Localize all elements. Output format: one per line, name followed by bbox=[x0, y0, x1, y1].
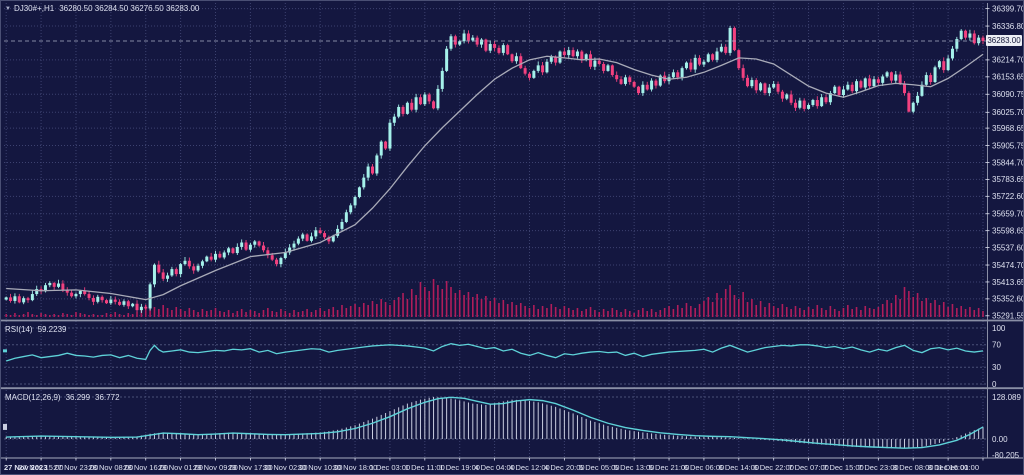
price-axis-label: 35291.55 bbox=[992, 312, 1024, 321]
rsi-axis-label: 0 bbox=[992, 380, 997, 389]
time-axis-label: 29 Nov 17:00 bbox=[228, 463, 273, 472]
macd-name: MACD(12,26,9) bbox=[5, 393, 61, 402]
time-axis-label: 5 Dec 05:00 bbox=[579, 463, 619, 472]
price-axis-label: 35659.70 bbox=[992, 210, 1024, 219]
rsi-value: 59.2239 bbox=[37, 325, 67, 334]
time-axis-label: 4 Dec 04:00 bbox=[474, 463, 514, 472]
candles-layer bbox=[4, 25, 985, 313]
macd-signal-value: 36.772 bbox=[95, 393, 120, 402]
current-price-tag: 36283.00 bbox=[986, 35, 1022, 47]
macd-axis-label: -80.205 bbox=[992, 451, 1020, 460]
time-axis-label: 27 Nov 23:00 bbox=[54, 463, 99, 472]
rsi-axis-label: 100 bbox=[992, 324, 1006, 333]
price-axis-label: 36153.65 bbox=[992, 73, 1024, 82]
ohlc-values: 36280.50 36284.50 36276.50 36283.00 bbox=[59, 4, 200, 13]
time-axis-label: 4 Dec 12:00 bbox=[509, 463, 549, 472]
time-axis-label: 27 Nov 2023 bbox=[4, 463, 47, 472]
macd-axis-label: 0.00 bbox=[992, 435, 1008, 444]
time-axis-label: 27 Nov 15:00 bbox=[19, 463, 64, 472]
price-axis-label: 35352.60 bbox=[992, 295, 1024, 304]
chart-title-bar: ▼ DJ30#+,H1 36280.50 36284.50 36276.50 362… bbox=[5, 4, 199, 14]
rsi-axis-label: 70 bbox=[992, 341, 1001, 350]
time-axis-label: 7 Dec 07:00 bbox=[788, 463, 828, 472]
price-axis-label: 36090.75 bbox=[992, 90, 1024, 99]
price-axis-label: 35474.70 bbox=[992, 261, 1024, 270]
time-axis-label: 29 Nov 09:00 bbox=[193, 463, 238, 472]
price-axis-label: 35783.65 bbox=[992, 175, 1024, 184]
macd-main-value: 36.299 bbox=[65, 393, 91, 402]
time-axis-label: 4 Dec 20:00 bbox=[544, 463, 584, 472]
time-axis-label: 28 Nov 08:00 bbox=[89, 463, 134, 472]
price-axis-layer: 36399.70 36336.80 36214.70 36153.65 36090.75… bbox=[985, 4, 1024, 460]
time-axis-label: 28 Nov 16:00 bbox=[123, 463, 168, 472]
price-axis-label: 35968.65 bbox=[992, 124, 1024, 133]
rsi-indicator-label: RSI(14) 59.2239 bbox=[5, 325, 66, 335]
time-axis-label: 5 Dec 13:00 bbox=[614, 463, 654, 472]
time-axis-label: 6 Dec 14:00 bbox=[719, 463, 759, 472]
moving-average-layer bbox=[6, 53, 984, 301]
time-axis-label: 8 Dec 16:00 bbox=[928, 463, 968, 472]
time-axis-label: 8 Dec 08:00 bbox=[893, 463, 933, 472]
time-axis-label: 30 Nov 18:00 bbox=[333, 463, 378, 472]
grid-layer bbox=[4, 3, 986, 458]
symbol-dropdown-icon[interactable]: ▼ bbox=[5, 6, 11, 12]
macd-layer bbox=[3, 396, 984, 449]
price-axis-label: 36399.70 bbox=[992, 4, 1024, 13]
macd-axis-label: 128.089 bbox=[992, 393, 1021, 402]
time-axis-label: 30 Nov 02:00 bbox=[263, 463, 308, 472]
price-axis-label: 35844.70 bbox=[992, 158, 1024, 167]
time-axis-label: 7 Dec 15:00 bbox=[823, 463, 863, 472]
time-axis-label: 11 Dec 01:00 bbox=[935, 463, 979, 472]
price-axis-label: 35598.65 bbox=[992, 226, 1024, 235]
macd-indicator-label: MACD(12,26,9) 36.299 36.772 bbox=[5, 393, 120, 403]
symbol-timeframe-label: DJ30#+,H1 bbox=[13, 4, 55, 13]
price-axis-label: 36214.70 bbox=[992, 56, 1024, 65]
time-axis-label: 1 Dec 11:00 bbox=[405, 463, 445, 472]
time-axis-label: 29 Nov 01:00 bbox=[158, 463, 203, 472]
rsi-line-layer bbox=[3, 343, 984, 362]
time-axis-label: 30 Nov 10:00 bbox=[298, 463, 343, 472]
panel-separators-layer bbox=[1, 3, 1023, 459]
rsi-axis-label: 30 bbox=[992, 363, 1001, 372]
price-axis-label: 36336.80 bbox=[992, 22, 1024, 31]
time-axis-label: 6 Dec 22:00 bbox=[753, 463, 793, 472]
time-axis-label: 1 Dec 03:00 bbox=[370, 463, 410, 472]
time-axis-label: 1 Dec 19:00 bbox=[439, 463, 479, 472]
price-axis-label: 35722.60 bbox=[992, 192, 1024, 201]
price-axis-label: 35905.75 bbox=[992, 141, 1024, 150]
time-axis-label: 6 Dec 06:00 bbox=[684, 463, 724, 472]
time-axis-label: 7 Dec 23:00 bbox=[858, 463, 898, 472]
price-axis-label: 35537.60 bbox=[992, 243, 1024, 252]
volume-bars-layer bbox=[5, 279, 984, 317]
rsi-name: RSI(14) bbox=[5, 325, 33, 334]
time-axis-label: 5 Dec 21:00 bbox=[649, 463, 689, 472]
price-axis-label: 35413.65 bbox=[992, 278, 1024, 287]
price-axis-label: 36025.70 bbox=[992, 108, 1024, 117]
